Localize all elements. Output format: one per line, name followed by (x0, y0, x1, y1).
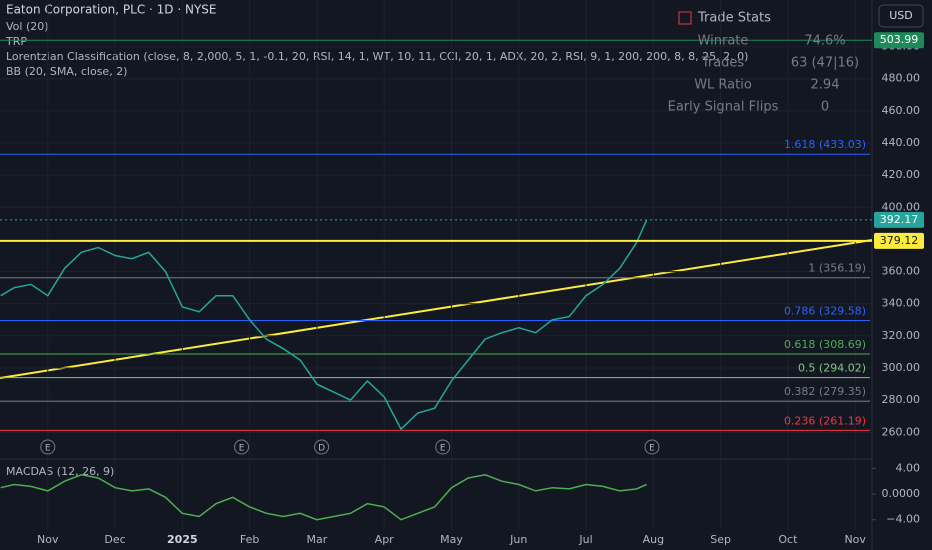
stat-name: Trades (701, 56, 745, 71)
stat-name: WL Ratio (694, 78, 752, 93)
macd-tick-label: 4.00 (896, 461, 921, 474)
level-label: 0.5 (294.02) (798, 362, 866, 375)
level-label: 0.786 (329.58) (784, 304, 866, 317)
y-tick-label: 320.00 (882, 329, 921, 342)
indicator-legend: Eaton Corporation, PLC · 1D · NYSE Vol (… (5, 3, 748, 479)
macd-tick-label: −4.00 (886, 513, 920, 526)
y-tick-label: 420.00 (882, 168, 921, 181)
level-label: 0.618 (308.69) (784, 338, 866, 351)
stat-value: 2.94 (811, 78, 840, 93)
trend-line (0, 239, 873, 379)
currency-button[interactable] (878, 4, 924, 28)
price-tag-label: 379.12 (880, 234, 919, 247)
chart-title: Eaton Corporation, PLC · 1D · NYSE (6, 3, 217, 17)
x-tick-label: Sep (710, 533, 731, 546)
y-tick-label: 460.00 (882, 104, 921, 117)
event-label: E (440, 444, 446, 454)
y-tick-label: 400.00 (882, 200, 921, 213)
x-tick-label: Apr (375, 533, 395, 546)
trade-stats: Trade Stats (678, 11, 771, 26)
price-tag (874, 211, 924, 228)
x-tick-label: Oct (778, 533, 798, 546)
indicator: BB (20, SMA, close, 2) (6, 65, 127, 78)
price-tag-label: 392.17 (880, 213, 919, 226)
stats-icon (678, 11, 692, 25)
event-marker (435, 439, 451, 455)
x-tick-label: 2025 (167, 533, 198, 546)
currency: USD (889, 9, 913, 22)
stats-title: Trade Stats (697, 11, 771, 26)
y-tick-label: 480.00 (882, 72, 921, 85)
indicator: TRP (5, 35, 27, 48)
y-tick-label: 440.00 (882, 136, 921, 149)
x-tick-label: Feb (240, 533, 259, 546)
y-tick-label: 360.00 (882, 265, 921, 278)
event-label: D (318, 444, 325, 454)
y-tick-label: 280.00 (882, 393, 921, 406)
stat-name: Early Signal Flips (668, 100, 779, 115)
x-tick-label: Nov (844, 533, 866, 546)
macd-line (0, 474, 647, 521)
y-tick-label: 340.00 (882, 297, 921, 310)
x-tick-label: May (440, 533, 463, 546)
level-label: 0.382 (279.35) (784, 385, 866, 398)
x-tick-label: Dec (104, 533, 125, 546)
stat-value: 0 (821, 100, 829, 115)
event-label: E (45, 444, 51, 454)
indicator: Lorentzian Classification (close, 8, 2,0… (6, 50, 748, 63)
y-tick-label: 300.00 (882, 361, 921, 374)
stat-value: 63 (47|16) (791, 56, 859, 71)
price-tag (874, 32, 924, 49)
stat-value: 74.6% (804, 34, 845, 49)
x-tick-label: Mar (307, 533, 328, 546)
level-label: 1.618 (433.03) (784, 138, 866, 151)
event-marker (644, 439, 660, 455)
indicator: Vol (20) (6, 20, 49, 33)
event-marker (314, 439, 330, 455)
event-marker (234, 439, 250, 455)
macd-title: MACDAS (12, 26, 9) (6, 465, 114, 478)
level-label: 0.236 (261.19) (784, 414, 866, 427)
price-tag (874, 232, 924, 249)
stat-name: Winrate (698, 34, 749, 49)
x-tick-label: Jul (578, 533, 592, 546)
event-label: E (649, 444, 655, 454)
x-tick-label: Jun (509, 533, 527, 546)
event-label: E (239, 444, 245, 454)
x-tick-label: Aug (643, 533, 664, 546)
price-tag-label: 503.99 (880, 33, 919, 46)
y-tick-label: 260.00 (882, 425, 921, 438)
x-tick-label: Nov (37, 533, 59, 546)
price-line (0, 219, 648, 431)
event-marker (40, 439, 56, 455)
macd-tick-label: 0.0000 (882, 487, 921, 500)
level-label: 1 (356.19) (808, 262, 866, 275)
